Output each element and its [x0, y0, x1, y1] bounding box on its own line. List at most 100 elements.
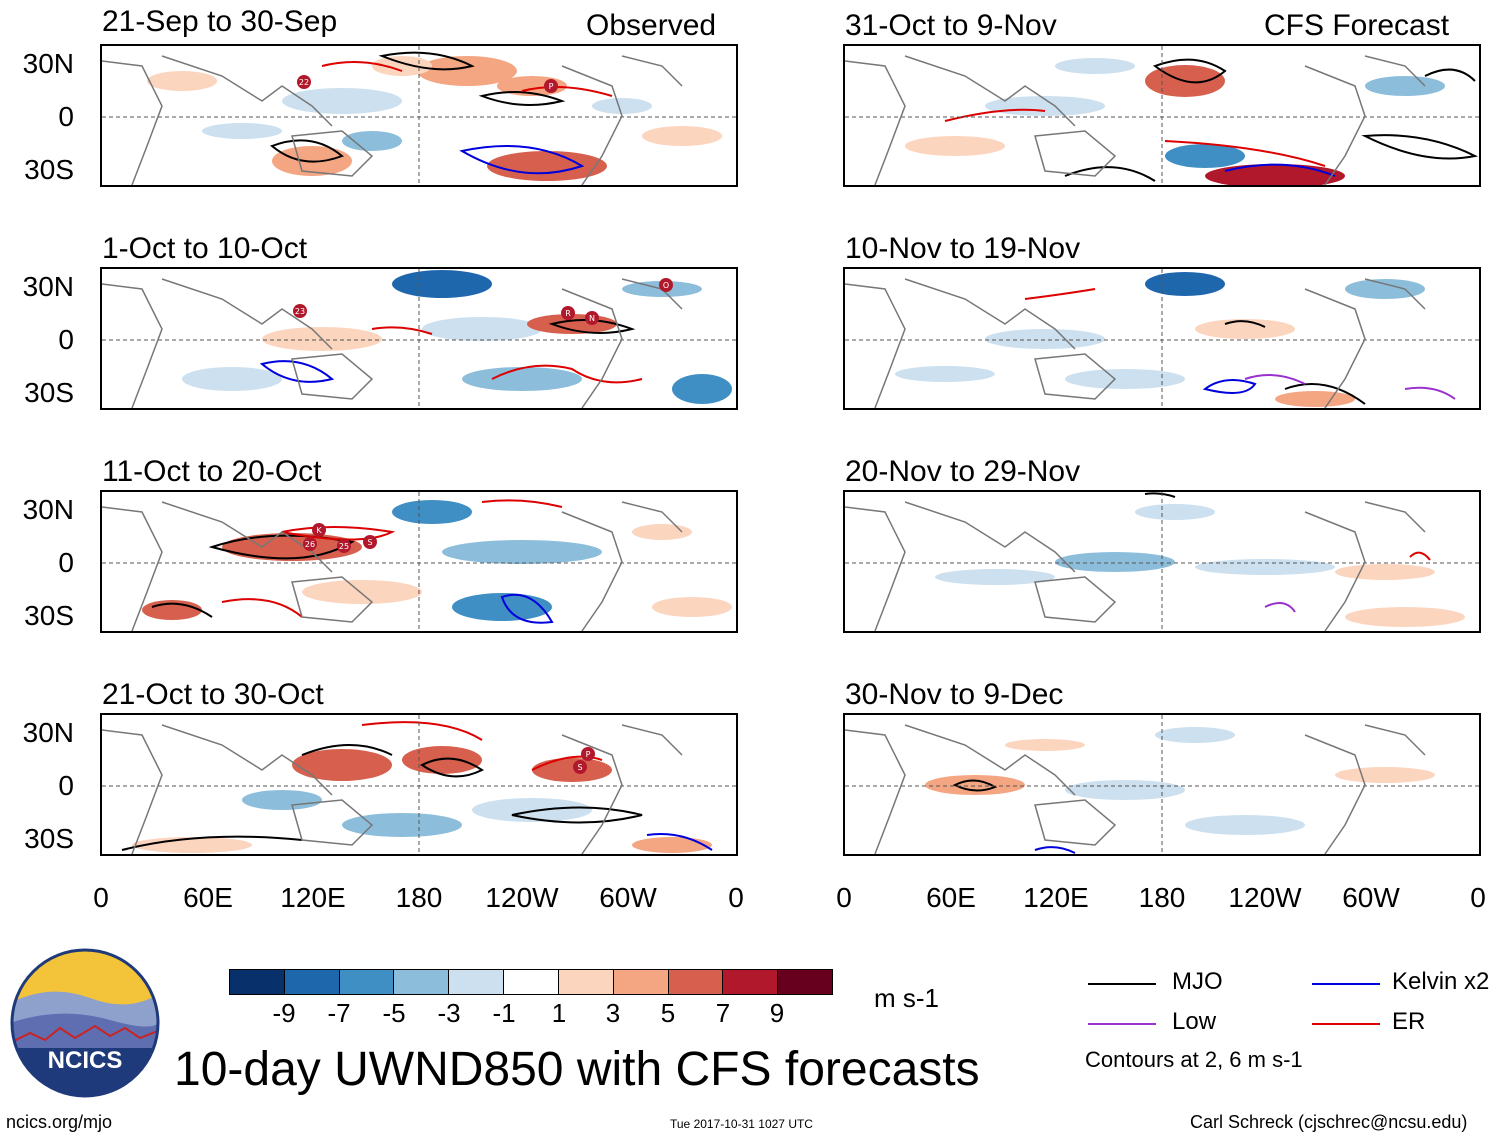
- colorbar-label: 9: [769, 998, 785, 1028]
- storm-marker-R: R: [561, 306, 575, 320]
- panel-label-observed: Observed: [586, 9, 717, 42]
- lat-label-eq: 0: [58, 770, 74, 801]
- ncics-logo: NCICS: [10, 948, 160, 1098]
- panel-date: 11-Oct to 20-Oct: [102, 455, 322, 488]
- storm-marker-26: 26: [303, 537, 317, 551]
- footer-author: Carl Schreck (cjschrec@ncsu.edu): [1190, 1112, 1468, 1132]
- legend-line-er: [1312, 1023, 1380, 1025]
- svg-text:23: 23: [295, 307, 305, 316]
- lat-label-30s: 30S: [24, 154, 74, 185]
- lon-label: 120W: [1228, 882, 1302, 913]
- colorbar-label: -5: [382, 998, 406, 1028]
- svg-text:P: P: [549, 82, 554, 91]
- storm-marker-S: S: [573, 760, 587, 774]
- colorbar-label: 5: [660, 998, 676, 1028]
- colorbar-swatch: [778, 970, 832, 994]
- storm-marker-25: 25: [337, 539, 351, 553]
- main-title: 10-day UWND850 with CFS forecasts: [174, 1043, 980, 1096]
- lon-label: 0: [1470, 882, 1486, 913]
- colorbar-label: -3: [437, 998, 461, 1028]
- svg-text:22: 22: [299, 78, 309, 87]
- panel-date: 21-Sep to 30-Sep: [102, 5, 338, 38]
- lat-label-eq: 0: [58, 324, 74, 355]
- storm-marker-S: S: [363, 535, 377, 549]
- panel-label-cfs-forecast: CFS Forecast: [1264, 9, 1450, 42]
- lon-label: 0: [836, 882, 852, 913]
- lat-label-30s: 30S: [24, 600, 74, 631]
- storm-marker-N: N: [585, 311, 599, 325]
- panel-date: 21-Oct to 30-Oct: [102, 678, 324, 711]
- colorbar-swatch: [394, 970, 450, 994]
- colorbar-label: 7: [715, 998, 731, 1028]
- colorbar-label: 3: [605, 998, 621, 1028]
- svg-text:K: K: [316, 526, 322, 535]
- footer-timestamp: Tue 2017-10-31 1027 UTC: [670, 1117, 813, 1131]
- map-panel: 22 P: [100, 44, 738, 187]
- legend-label-er: ER: [1392, 1008, 1426, 1035]
- lon-label: 120W: [485, 882, 559, 913]
- lat-label-30n: 30N: [22, 717, 74, 748]
- legend-label-kelvin: Kelvin x2: [1392, 968, 1490, 995]
- colorbar-swatch: [558, 970, 614, 994]
- storm-marker-P: P: [581, 747, 595, 761]
- colorbar-label: -1: [492, 998, 516, 1028]
- lon-label: 180: [1138, 882, 1186, 913]
- legend-note: Contours at 2, 6 m s-1: [1085, 1047, 1303, 1072]
- colorbar-swatch: [613, 970, 669, 994]
- lon-label: 180: [395, 882, 443, 913]
- lat-label-30s: 30S: [24, 823, 74, 854]
- storm-marker-22: 22: [297, 75, 311, 89]
- svg-text:S: S: [577, 763, 582, 772]
- svg-text:25: 25: [339, 542, 349, 551]
- lon-label: 60W: [599, 882, 657, 913]
- lon-label: 120E: [280, 882, 346, 913]
- lat-label-eq: 0: [58, 547, 74, 578]
- colorbar-swatch: [504, 970, 559, 994]
- colorbar-swatch: [449, 970, 505, 994]
- svg-text:N: N: [589, 314, 595, 323]
- map-panel: [843, 44, 1481, 187]
- lat-label-30n: 30N: [22, 48, 74, 79]
- lat-label-30s: 30S: [24, 377, 74, 408]
- legend-label-low: Low: [1172, 1008, 1217, 1035]
- lon-label: 60W: [1342, 882, 1400, 913]
- panel-date: 10-Nov to 19-Nov: [845, 232, 1081, 265]
- storm-marker-O: O: [659, 278, 673, 292]
- colorbar-units: m s-1: [874, 983, 939, 1013]
- lat-label-eq: 0: [58, 101, 74, 132]
- lon-label: 60E: [926, 882, 976, 913]
- map-panel: P S: [100, 713, 738, 856]
- map-panel: [843, 267, 1481, 410]
- map-panel: K 26 25 S: [100, 490, 738, 633]
- lat-label-30n: 30N: [22, 271, 74, 302]
- map-panel: 23 R N O: [100, 267, 738, 410]
- colorbar-swatch: [230, 970, 285, 994]
- panel-date: 31-Oct to 9-Nov: [845, 9, 1057, 42]
- svg-text:P: P: [586, 750, 591, 759]
- colorbar-label: 1: [551, 998, 567, 1028]
- storm-marker-23: 23: [293, 304, 307, 318]
- lon-label: 60E: [183, 882, 233, 913]
- svg-text:R: R: [565, 309, 571, 318]
- panel-date: 1-Oct to 10-Oct: [102, 232, 308, 265]
- storm-marker-K: K: [312, 523, 326, 537]
- logo-text: NCICS: [48, 1047, 123, 1074]
- colorbar-swatch: [284, 970, 340, 994]
- lon-label: 120E: [1023, 882, 1089, 913]
- legend-label-mjo: MJO: [1172, 968, 1223, 995]
- colorbar-label: -9: [272, 998, 296, 1028]
- legend-line-low: [1088, 1023, 1156, 1025]
- panel-date: 20-Nov to 29-Nov: [845, 455, 1081, 488]
- svg-text:26: 26: [305, 540, 315, 549]
- panel-date: 30-Nov to 9-Dec: [845, 678, 1064, 711]
- storm-marker-P: P: [544, 79, 558, 93]
- map-panel: [843, 490, 1481, 633]
- map-panel: [843, 713, 1481, 856]
- lon-label: 0: [728, 882, 744, 913]
- legend-line-mjo: [1088, 983, 1156, 985]
- footer-url[interactable]: ncics.org/mjo: [6, 1112, 113, 1132]
- svg-text:S: S: [367, 538, 372, 547]
- colorbar-swatch: [723, 970, 779, 994]
- colorbar-label: -7: [327, 998, 351, 1028]
- colorbar-swatch: [668, 970, 724, 994]
